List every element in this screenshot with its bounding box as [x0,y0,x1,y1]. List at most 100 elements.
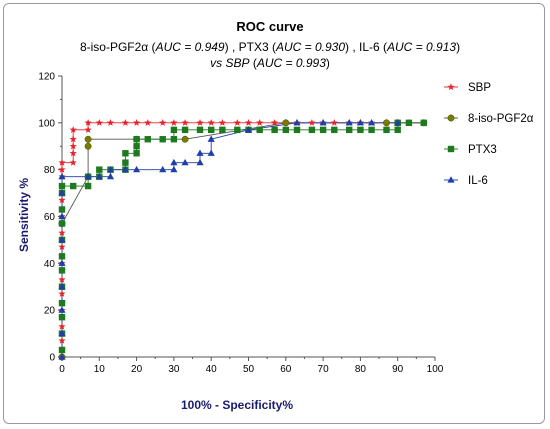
point-8-iso-pgf2- [383,119,390,127]
point-sbp [170,119,178,126]
subtitle-part: ) , PTX3 ( [225,40,276,54]
point-sbp [58,336,66,344]
subtitle-part: ) , IL-6 ( [345,40,387,54]
point-il-6 [58,259,66,266]
point-ptx3 [357,126,364,134]
plot-area: 0 20 40 60 80 100 120 0 10 20 30 40 50 60 70 80 90 100 [38,72,443,376]
point-il-6 [106,165,115,173]
point-ptx3 [405,119,413,127]
point-sbp [58,196,66,204]
point-8-iso-pgf2- [84,135,92,143]
point-il-6 [207,149,215,156]
point-il-6 [356,119,364,126]
legend-label-ptx3: PTX3 [468,144,497,156]
point-sbp [196,119,204,126]
point-sbp [106,119,115,126]
y-tick-label: 120 [38,72,55,83]
legend-label-8-iso-pgf2-: 8-iso-PGF2α [468,113,534,125]
point-8-iso-pgf2- [181,135,189,143]
series-line-ptx3 [61,122,424,350]
point-il-6 [293,119,301,126]
point-ptx3 [122,150,129,157]
point-il-6 [394,119,402,126]
point-ptx3 [159,136,166,143]
point-il-6 [181,158,189,166]
chart-frame [3,3,545,424]
point-sbp [330,119,338,126]
point-il-6 [95,172,103,180]
point-ptx3 [308,126,316,134]
x-tick-label: 90 [392,364,404,375]
point-il-6 [58,282,66,290]
point-ptx3 [181,126,189,134]
point-ptx3 [133,143,140,150]
legend: SBP 8-iso-PGF2α PTX3 IL-6 [444,82,534,187]
point-sbp [181,119,189,126]
point-sbp [58,275,66,283]
series-line-sbp [61,122,424,357]
point-il-6 [58,353,66,360]
y-tick-label: 0 [49,353,55,364]
chart-title: ROC curve [236,19,303,34]
point-il-6 [121,165,130,173]
point-ptx3 [170,126,178,134]
point-il-6 [196,149,204,156]
point-ptx3 [346,126,353,134]
point-ptx3 [271,126,278,134]
point-sbp [207,119,215,126]
point-ptx3 [319,126,327,134]
point-ptx3 [96,166,103,173]
series-line-8-iso-pgf2- [61,122,424,357]
point-il-6 [159,165,167,173]
legend-marker-ptx3 [447,145,455,153]
point-ptx3 [122,159,129,166]
point-il-6 [106,172,115,180]
point-il-6 [58,212,66,220]
x-tick-label: 40 [206,364,218,375]
point-sbp [84,126,92,133]
x-tick-label: 20 [131,364,143,375]
point-ptx3 [58,299,66,307]
subtitle-part: 8-iso-PGF2α ( [80,40,156,54]
point-sbp [121,119,130,126]
chart-subtitle-line1: 8-iso-PGF2α (AUC = 0.949) , PTX3 (AUC = … [80,40,460,54]
point-sbp [69,135,77,143]
legend-marker-il-6 [447,176,455,183]
legend-label-il-6: IL-6 [468,175,488,187]
point-sbp [58,229,66,236]
point-sbp [69,126,77,133]
subtitle-part: vs SBP [210,56,249,70]
y-tick-label: 100 [38,118,55,129]
x-tick-label: 10 [94,364,106,375]
subtitle-part: ) [326,56,330,70]
point-il-6 [367,119,376,126]
point-ptx3 [170,136,178,143]
point-ptx3 [208,126,215,134]
point-ptx3 [420,119,428,127]
point-sbp [69,158,77,166]
point-ptx3 [58,206,66,213]
point-sbp [58,322,66,330]
legend-marker-sbp [447,83,455,91]
subtitle-part: AUC = 0.949 [155,40,225,54]
x-tick-label: 80 [355,364,367,375]
point-ptx3 [256,126,263,134]
point-il-6 [170,158,178,166]
point-8-iso-pgf2- [282,119,290,127]
point-il-6 [58,189,66,196]
point-il-6 [196,158,204,166]
x-tick-label: 70 [318,364,330,375]
subtitle-part: AUC = 0.930 [275,40,345,54]
y-tick-label: 60 [44,212,56,223]
point-il-6 [58,329,66,337]
legend-label-sbp: SBP [468,82,491,94]
point-ptx3 [58,267,66,274]
point-sbp [233,119,241,126]
point-8-iso-pgf2- [84,142,92,150]
point-sbp [69,149,77,157]
point-sbp [244,119,253,126]
point-ptx3 [133,150,140,157]
point-sbp [58,165,66,173]
point-il-6 [84,172,92,180]
